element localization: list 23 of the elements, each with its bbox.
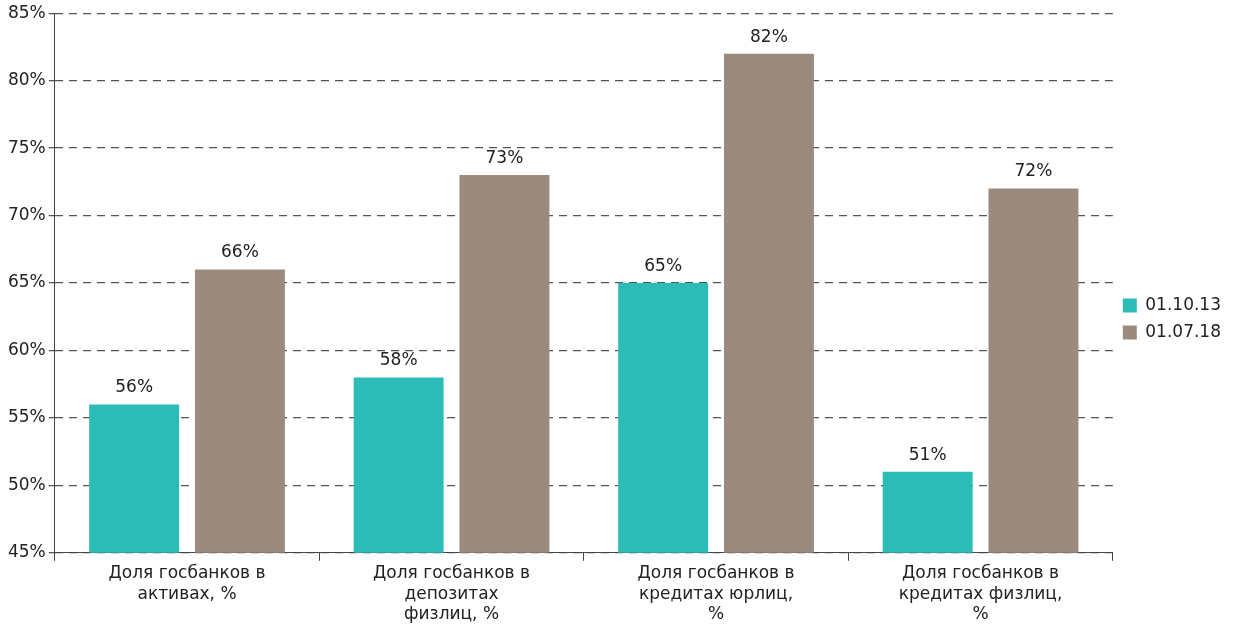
y-tick-label: 45% — [7, 541, 46, 562]
data-label: 73% — [485, 147, 524, 167]
y-tick-label: 55% — [7, 406, 46, 427]
data-label: 66% — [221, 241, 259, 262]
y-tick-label: 85% — [7, 1, 46, 22]
y-tick-label: 70% — [7, 203, 46, 224]
y-tick-label: 60% — [7, 338, 46, 359]
data-label: 72% — [1014, 160, 1053, 181]
data-label: 56% — [115, 376, 154, 397]
x-tick-label: Доля госбанков в кредитах юрлиц, % — [637, 562, 795, 624]
y-tick-label: 75% — [7, 136, 46, 157]
data-label: 82% — [750, 25, 788, 46]
y-tick-label: 80% — [7, 69, 46, 90]
x-tick-label: Доля госбанков в кредитах физлиц, % — [898, 562, 1063, 624]
x-tick-label: Доля госбанков в депозитах физлиц, % — [373, 562, 531, 624]
y-tick-label: 65% — [7, 271, 46, 292]
legend-label: 01.07.18 — [1145, 320, 1221, 341]
data-label: 65% — [644, 254, 683, 275]
y-tick-label: 50% — [7, 473, 46, 494]
data-label: 58% — [379, 349, 418, 370]
x-tick-label: Доля госбанков в активах, % — [108, 562, 266, 603]
data-label: 51% — [908, 443, 947, 464]
legend-label: 01.10.13 — [1145, 293, 1221, 314]
